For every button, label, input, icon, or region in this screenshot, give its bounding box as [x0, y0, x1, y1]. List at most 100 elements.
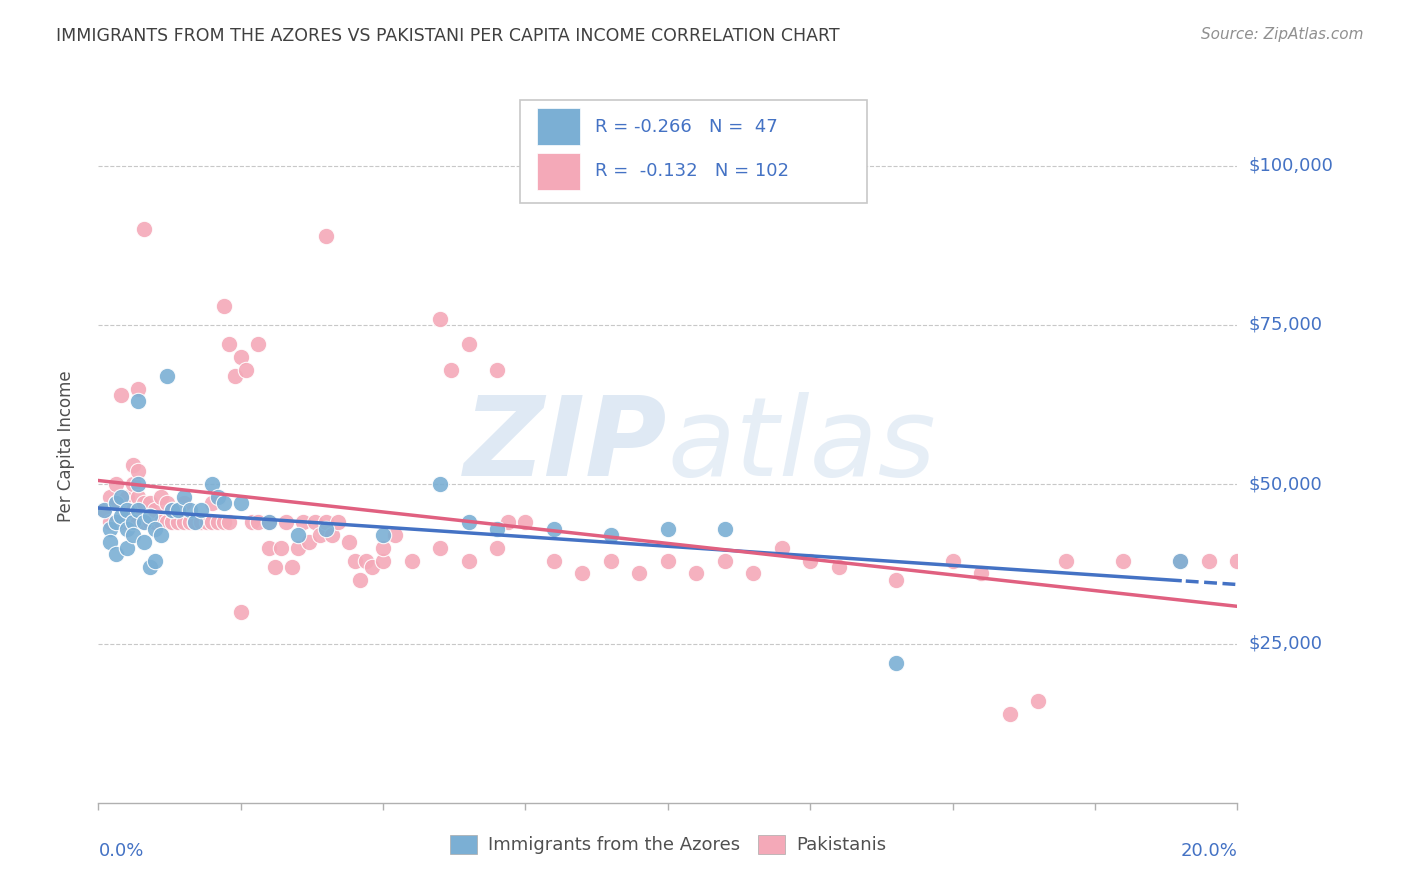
- Point: [600, 554, 623, 568]
- Point: [742, 566, 765, 581]
- Point: [179, 502, 201, 516]
- Point: [104, 496, 127, 510]
- FancyBboxPatch shape: [520, 100, 868, 203]
- Point: [1026, 694, 1049, 708]
- Point: [173, 516, 195, 530]
- Point: [304, 516, 326, 530]
- Point: [240, 516, 263, 530]
- Point: [998, 706, 1021, 721]
- Point: [349, 573, 371, 587]
- Point: [1226, 554, 1249, 568]
- Point: [457, 554, 479, 568]
- Point: [98, 516, 121, 530]
- Point: [714, 554, 737, 568]
- Point: [1198, 554, 1220, 568]
- Point: [173, 496, 195, 510]
- Point: [373, 528, 395, 542]
- Point: [104, 477, 127, 491]
- Point: [121, 477, 143, 491]
- Point: [229, 496, 252, 510]
- Text: IMMIGRANTS FROM THE AZORES VS PAKISTANI PER CAPITA INCOME CORRELATION CHART: IMMIGRANTS FROM THE AZORES VS PAKISTANI …: [56, 27, 839, 45]
- Point: [337, 534, 360, 549]
- Point: [270, 541, 292, 555]
- Point: [127, 394, 149, 409]
- Point: [190, 502, 212, 516]
- Point: [235, 362, 257, 376]
- Point: [115, 541, 138, 555]
- Text: $75,000: $75,000: [1249, 316, 1323, 334]
- Point: [429, 477, 451, 491]
- Point: [401, 554, 423, 568]
- Point: [93, 502, 115, 516]
- Point: [970, 566, 993, 581]
- Point: [150, 516, 173, 530]
- Point: [373, 541, 395, 555]
- Point: [127, 465, 149, 479]
- Point: [486, 522, 509, 536]
- Point: [1170, 554, 1192, 568]
- Point: [127, 502, 149, 516]
- Point: [224, 368, 246, 383]
- Point: [132, 222, 155, 236]
- Point: [104, 516, 127, 530]
- Point: [201, 496, 224, 510]
- Text: ZIP: ZIP: [464, 392, 668, 500]
- Point: [714, 522, 737, 536]
- Point: [600, 528, 623, 542]
- Text: 0.0%: 0.0%: [98, 842, 143, 860]
- Point: [828, 560, 851, 574]
- FancyBboxPatch shape: [537, 153, 581, 190]
- Point: [132, 516, 155, 530]
- Point: [156, 496, 179, 510]
- Point: [190, 516, 212, 530]
- Point: [571, 566, 593, 581]
- Point: [162, 502, 184, 516]
- Point: [218, 516, 240, 530]
- Point: [115, 502, 138, 516]
- Point: [110, 388, 132, 402]
- Point: [212, 516, 235, 530]
- Point: [281, 560, 304, 574]
- Point: [132, 534, 155, 549]
- Point: [229, 350, 252, 364]
- Point: [884, 573, 907, 587]
- Point: [121, 458, 143, 472]
- Point: [110, 509, 132, 524]
- Text: Source: ZipAtlas.com: Source: ZipAtlas.com: [1201, 27, 1364, 42]
- Point: [115, 490, 138, 504]
- Point: [315, 228, 337, 243]
- Point: [132, 516, 155, 530]
- Point: [657, 522, 679, 536]
- Point: [326, 516, 349, 530]
- Point: [212, 299, 235, 313]
- Text: $25,000: $25,000: [1249, 634, 1323, 653]
- Point: [167, 516, 190, 530]
- Point: [264, 560, 287, 574]
- Point: [373, 554, 395, 568]
- Point: [543, 554, 565, 568]
- Point: [360, 560, 382, 574]
- Text: $100,000: $100,000: [1249, 157, 1333, 175]
- Point: [115, 522, 138, 536]
- Point: [543, 522, 565, 536]
- Point: [884, 656, 907, 670]
- Point: [104, 496, 127, 510]
- Text: $50,000: $50,000: [1249, 475, 1322, 493]
- Point: [98, 534, 121, 549]
- Point: [184, 516, 207, 530]
- Point: [179, 516, 201, 530]
- Point: [156, 368, 179, 383]
- Point: [162, 516, 184, 530]
- Point: [218, 337, 240, 351]
- Point: [138, 496, 160, 510]
- Point: [138, 509, 160, 524]
- Point: [1170, 554, 1192, 568]
- Point: [138, 516, 160, 530]
- Point: [98, 490, 121, 504]
- Point: [246, 516, 269, 530]
- Text: R = -0.266   N =  47: R = -0.266 N = 47: [595, 118, 778, 136]
- Point: [309, 528, 332, 542]
- Point: [685, 566, 707, 581]
- Text: R =  -0.132   N = 102: R = -0.132 N = 102: [595, 162, 789, 180]
- Point: [486, 362, 509, 376]
